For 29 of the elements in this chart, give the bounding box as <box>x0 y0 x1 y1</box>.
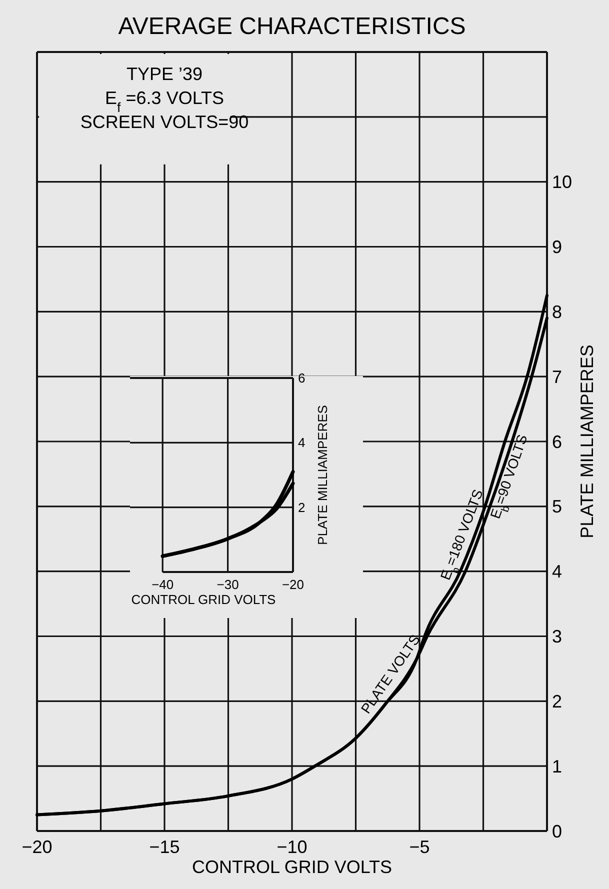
y-tick-label: 2 <box>298 500 306 515</box>
y-tick-label: 5 <box>552 496 562 517</box>
x-tick-label: −20 <box>22 837 52 857</box>
y-tick-label: 1 <box>552 756 562 776</box>
x-tick-label: −20 <box>282 577 304 592</box>
y-tick-label: 10 <box>552 172 572 192</box>
y-tick-label: 6 <box>552 432 562 452</box>
y-tick-label: 0 <box>552 821 562 842</box>
y-tick-label: 9 <box>552 237 562 258</box>
y-tick-label: 4 <box>298 435 306 450</box>
x-tick-label: −10 <box>276 837 308 857</box>
x-tick-label: −5 <box>409 837 430 857</box>
y-tick-label: 7 <box>552 366 562 387</box>
annotation: E$_{f}$ =6.3 VOLTS <box>105 88 224 114</box>
y-axis-title: PLATE MILLIAMPERES <box>315 404 330 545</box>
y-tick-label: 2 <box>552 691 562 712</box>
annotation: SCREEN VOLTS=90 <box>80 112 249 132</box>
y-tick-label: 8 <box>552 302 562 322</box>
annotation: TYPE ’39 <box>126 64 203 84</box>
x-tick-label: −30 <box>216 577 239 592</box>
chart-title: AVERAGE CHARACTERISTICS <box>118 13 466 40</box>
x-axis-title: CONTROL GRID VOLTS <box>131 592 276 607</box>
x-tick-label: −40 <box>152 577 174 592</box>
x-axis-title: CONTROL GRID VOLTS <box>192 857 392 877</box>
y-tick-label: 6 <box>298 370 306 386</box>
y-tick-label: 3 <box>552 626 562 647</box>
y-tick-label: 4 <box>552 562 562 582</box>
y-axis-title: PLATE MILLIAMPERES <box>577 344 597 538</box>
x-tick-label: −15 <box>149 837 180 857</box>
